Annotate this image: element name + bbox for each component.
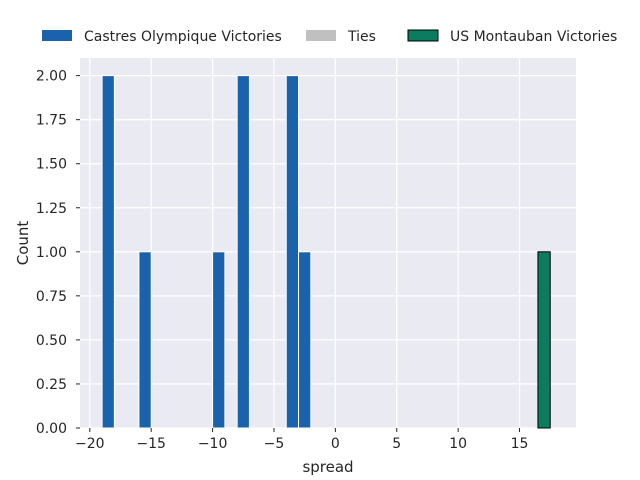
y-tick-label: 0.75 bbox=[36, 289, 67, 305]
legend-swatch-0 bbox=[42, 30, 72, 41]
y-tick-label: 2.00 bbox=[36, 69, 67, 85]
x-tick-label: −15 bbox=[136, 436, 166, 452]
y-tick-label: 1.50 bbox=[36, 157, 67, 173]
y-tick-label: 0.25 bbox=[36, 377, 67, 393]
x-tick-label: −10 bbox=[198, 436, 228, 452]
x-axis-title: spread bbox=[302, 458, 353, 476]
y-axis-title: Count bbox=[14, 221, 32, 266]
y-tick-label: 1.75 bbox=[36, 113, 67, 129]
x-tick-label: 5 bbox=[392, 436, 401, 452]
bar-0-4 bbox=[285, 75, 300, 429]
bar-0-0 bbox=[101, 75, 115, 429]
bar-2-0 bbox=[537, 251, 551, 429]
bars bbox=[101, 75, 551, 429]
bar-0-1 bbox=[138, 251, 152, 429]
x-tick-label: 10 bbox=[449, 436, 467, 452]
grid-lines bbox=[80, 58, 576, 429]
y-tick-label: 1.00 bbox=[36, 245, 67, 261]
bar-0-5 bbox=[298, 251, 312, 429]
y-axis-ticks: 0.00 0.25 0.50 0.75 1.00 1.25 1.50 1.75 2.00 bbox=[36, 69, 80, 437]
legend-swatch-1 bbox=[306, 30, 336, 41]
y-tick-label: 1.25 bbox=[36, 201, 67, 217]
x-tick-label: 0 bbox=[331, 436, 340, 452]
legend: Castres Olympique Victories Ties US Montau… bbox=[42, 29, 617, 45]
bar-0-3 bbox=[236, 75, 250, 429]
y-tick-label: 0.00 bbox=[36, 421, 67, 437]
plot-area bbox=[80, 58, 576, 428]
legend-label-2: US Montauban Victories bbox=[450, 29, 617, 45]
y-tick-label: 0.50 bbox=[36, 333, 67, 349]
x-axis-ticks: −20 −15 −10 −5 0 5 10 15 bbox=[75, 428, 528, 452]
legend-label-0: Castres Olympique Victories bbox=[84, 29, 282, 45]
x-tick-label: −5 bbox=[264, 436, 285, 452]
x-tick-label: 15 bbox=[511, 436, 529, 452]
bar-0-2 bbox=[212, 251, 226, 429]
legend-label-1: Ties bbox=[347, 29, 376, 45]
x-tick-label: −20 bbox=[75, 436, 105, 452]
legend-swatch-2 bbox=[407, 29, 439, 42]
